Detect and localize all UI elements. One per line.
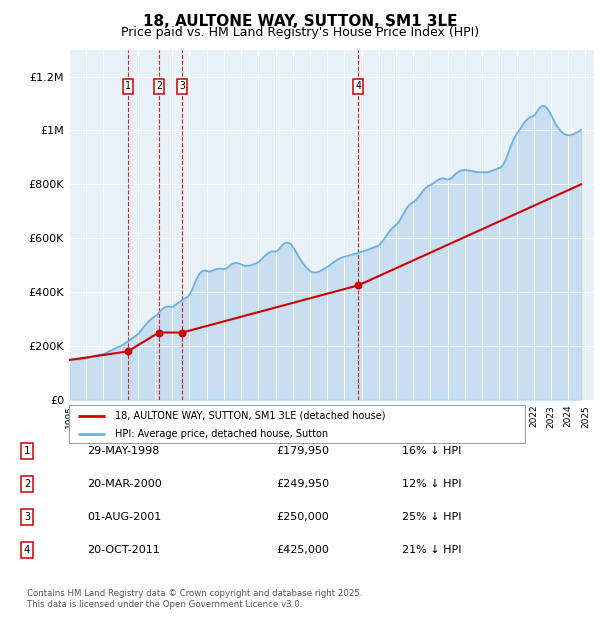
Text: 01-AUG-2001: 01-AUG-2001 [87,512,161,522]
Text: 2: 2 [24,479,30,489]
Text: 3: 3 [24,512,30,522]
Point [353,280,363,290]
Text: 29-MAY-1998: 29-MAY-1998 [87,446,160,456]
Text: Price paid vs. HM Land Registry's House Price Index (HPI): Price paid vs. HM Land Registry's House … [121,26,479,39]
Text: 3: 3 [179,81,185,91]
Text: £249,950: £249,950 [276,479,329,489]
Text: 25% ↓ HPI: 25% ↓ HPI [402,512,461,522]
Text: 1: 1 [24,446,30,456]
Text: 20-OCT-2011: 20-OCT-2011 [87,545,160,555]
Point [178,327,187,337]
Text: 16% ↓ HPI: 16% ↓ HPI [402,446,461,456]
Text: 12% ↓ HPI: 12% ↓ HPI [402,479,461,489]
Text: £250,000: £250,000 [276,512,329,522]
Text: £179,950: £179,950 [276,446,329,456]
Text: 4: 4 [355,81,361,91]
Text: 1: 1 [125,81,131,91]
Text: 21% ↓ HPI: 21% ↓ HPI [402,545,461,555]
Text: 18, AULTONE WAY, SUTTON, SM1 3LE (detached house): 18, AULTONE WAY, SUTTON, SM1 3LE (detach… [115,410,385,420]
Text: 20-MAR-2000: 20-MAR-2000 [87,479,162,489]
Text: Contains HM Land Registry data © Crown copyright and database right 2025.
This d: Contains HM Land Registry data © Crown c… [27,590,362,609]
Text: 2: 2 [156,81,162,91]
Text: 4: 4 [24,545,30,555]
Point [123,347,133,356]
Text: HPI: Average price, detached house, Sutton: HPI: Average price, detached house, Sutt… [115,428,328,439]
Text: £425,000: £425,000 [276,545,329,555]
Text: 18, AULTONE WAY, SUTTON, SM1 3LE: 18, AULTONE WAY, SUTTON, SM1 3LE [143,14,457,29]
Point [154,327,164,337]
